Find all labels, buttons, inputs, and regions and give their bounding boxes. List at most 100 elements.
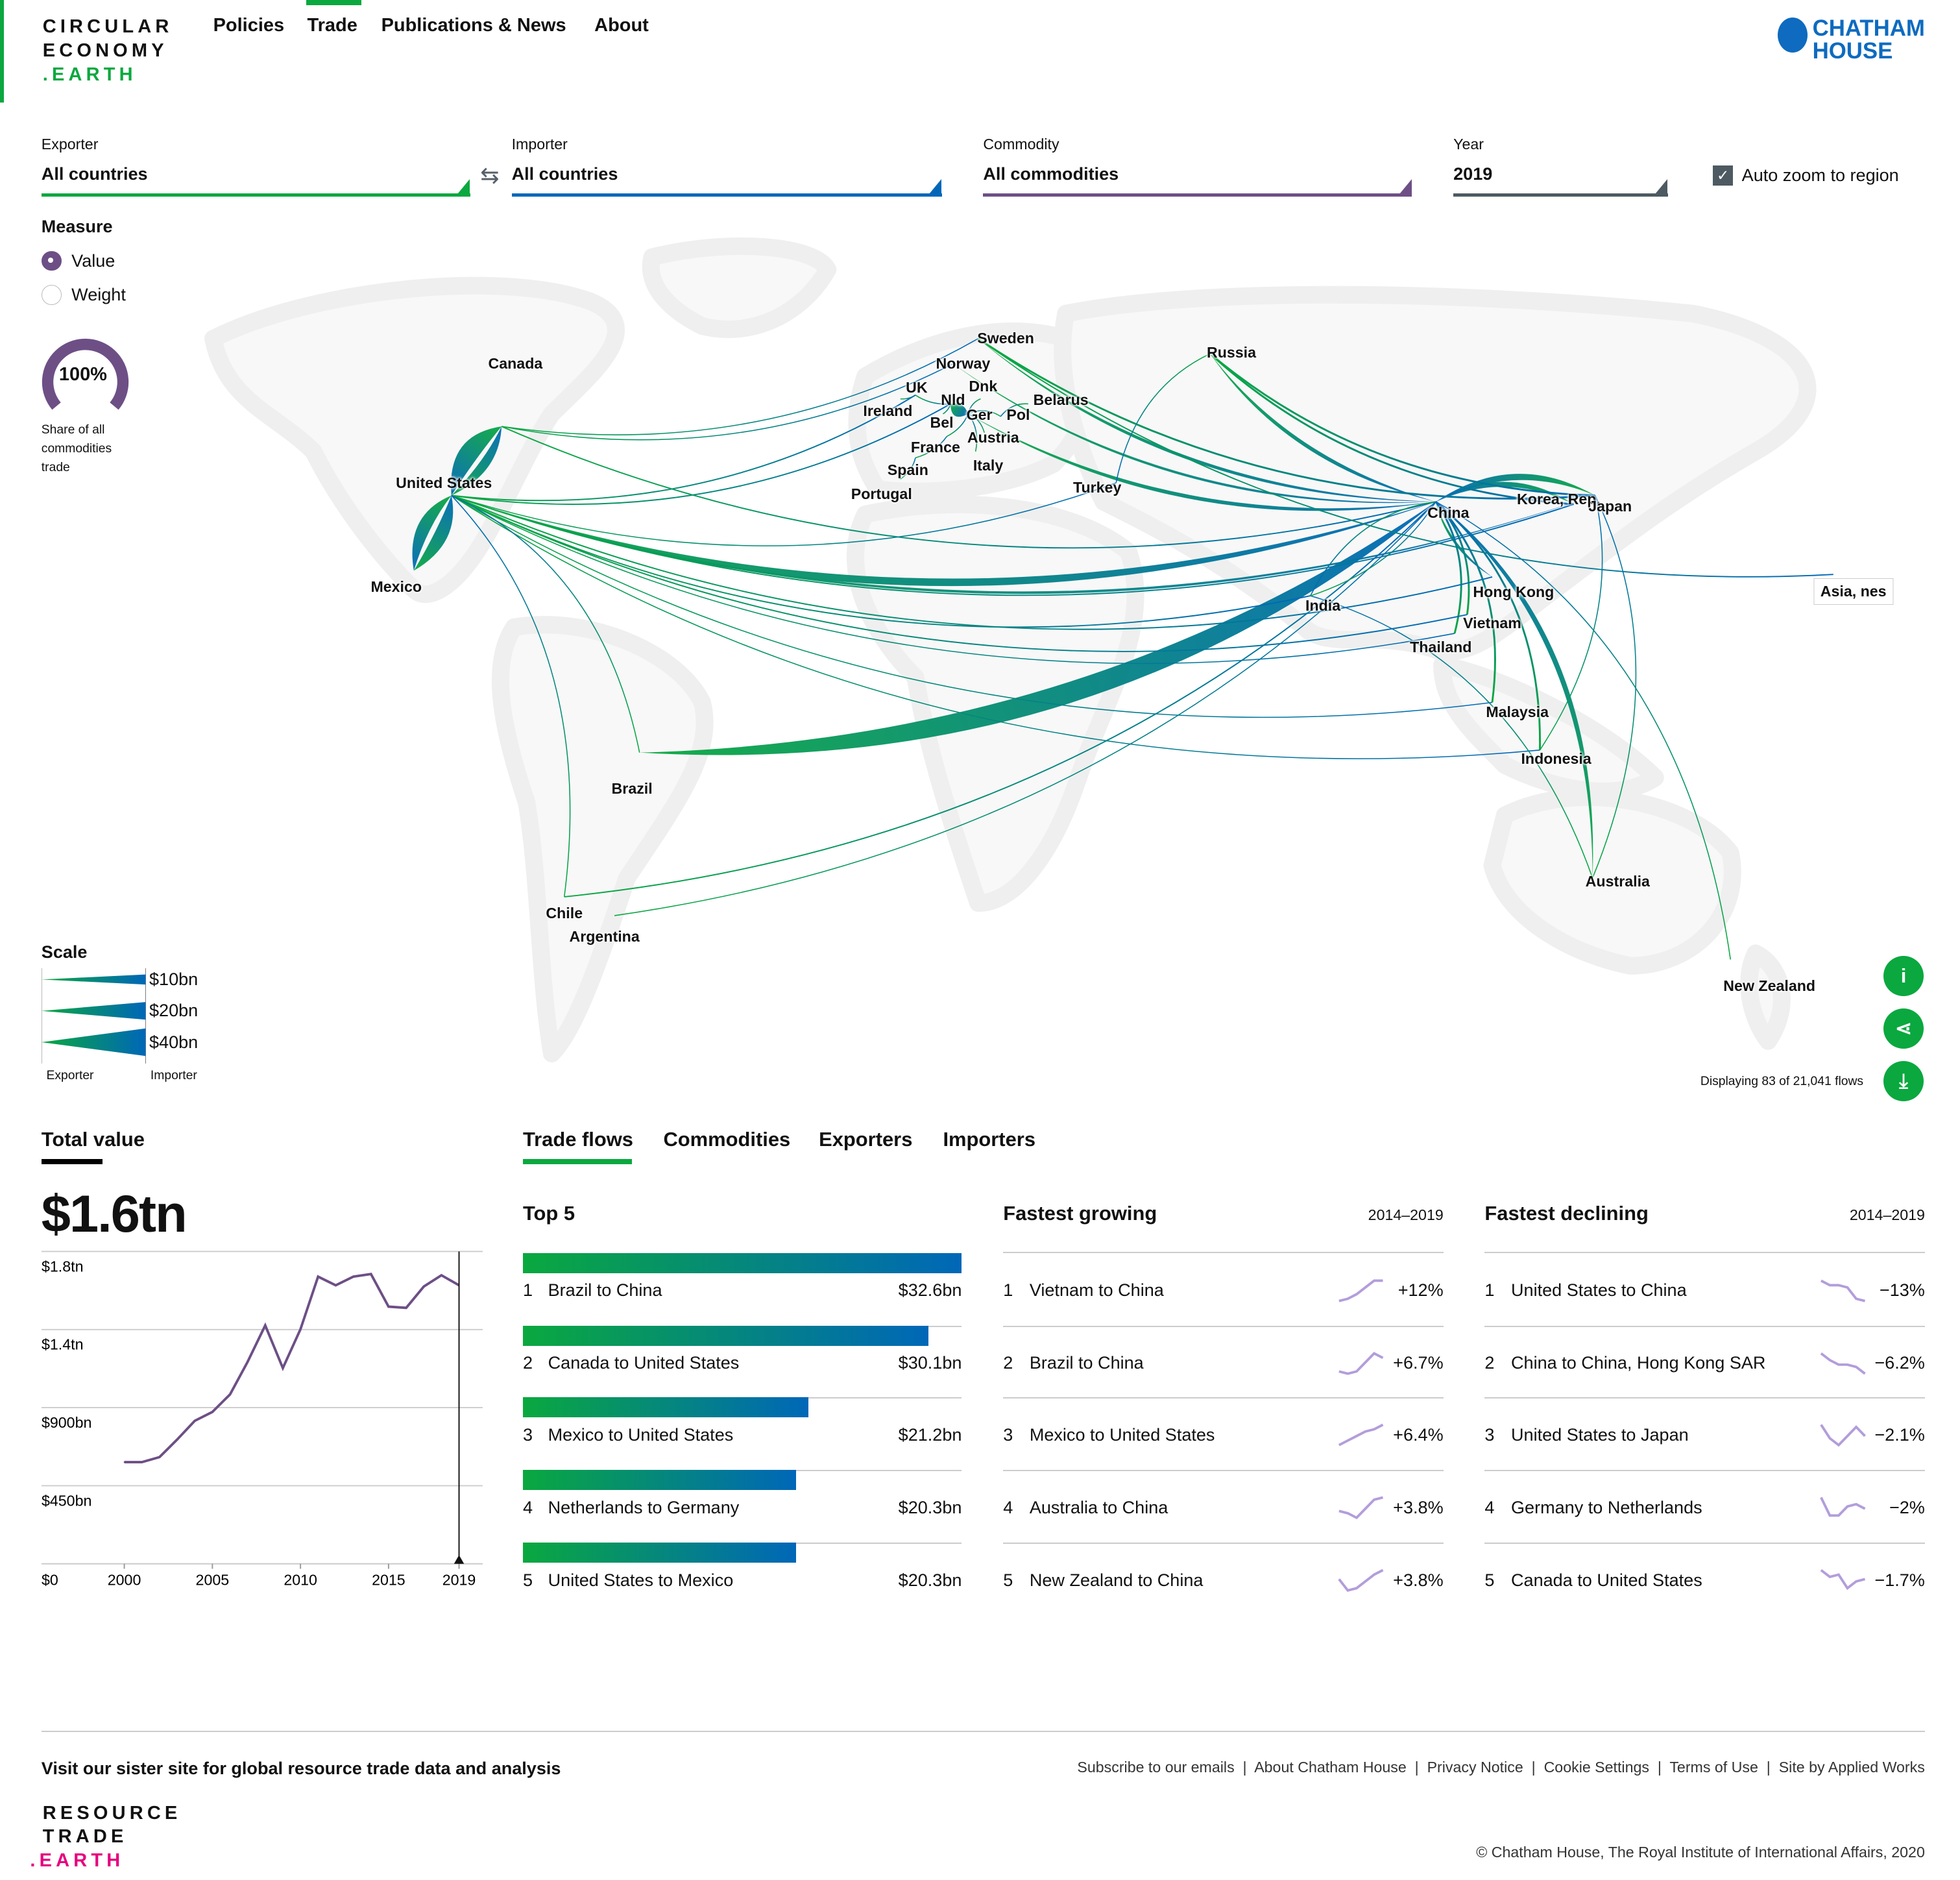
flow-line[interactable]: [1434, 501, 1462, 634]
importer-select[interactable]: All countries: [511, 164, 618, 184]
map-label[interactable]: France: [910, 439, 960, 456]
flow-line[interactable]: [967, 410, 1001, 417]
flow-band[interactable]: [451, 426, 502, 496]
radio-weight[interactable]: [41, 284, 62, 305]
auto-zoom-label[interactable]: Auto zoom to region: [1741, 165, 1899, 186]
flow-line[interactable]: [900, 395, 916, 400]
map-label[interactable]: Malaysia: [1486, 703, 1549, 721]
footer-link[interactable]: Terms of Use: [1669, 1758, 1758, 1776]
nav-trade[interactable]: Trade: [307, 15, 357, 36]
trade-flow-map[interactable]: [0, 0, 1960, 1104]
flow-name[interactable]: United States to China: [1511, 1280, 1687, 1300]
flow-name[interactable]: United States to Mexico: [548, 1570, 734, 1590]
share-button[interactable]: ⋖: [1883, 1008, 1924, 1049]
map-label[interactable]: India: [1305, 597, 1341, 614]
tab-exporters[interactable]: Exporters: [819, 1127, 913, 1151]
flow-band[interactable]: [412, 495, 452, 571]
nav-about[interactable]: About: [594, 15, 649, 36]
flow-name[interactable]: Mexico to United States: [548, 1424, 734, 1445]
flow-name[interactable]: Mexico to United States: [1029, 1424, 1215, 1445]
flow-line[interactable]: [900, 458, 916, 480]
flow-line[interactable]: [915, 395, 951, 405]
flow-band[interactable]: [451, 495, 1595, 594]
flow-line[interactable]: [977, 337, 1595, 500]
flow-line[interactable]: [451, 494, 1493, 718]
flow-line[interactable]: [1435, 501, 1541, 750]
map-label[interactable]: Austria: [967, 429, 1019, 446]
footer-link[interactable]: Site by Applied Works: [1778, 1758, 1925, 1776]
footer-link[interactable]: Cookie Settings: [1543, 1758, 1649, 1776]
flow-band[interactable]: [451, 495, 1436, 587]
map-label[interactable]: Mexico: [370, 578, 422, 596]
map-label[interactable]: Portugal: [851, 485, 912, 502]
map-label[interactable]: Chile: [546, 904, 583, 922]
download-button[interactable]: ⤓: [1883, 1061, 1924, 1101]
flow-band[interactable]: [639, 502, 1436, 755]
flow-name[interactable]: Germany to Netherlands: [1511, 1497, 1702, 1517]
map-label[interactable]: Norway: [936, 354, 991, 372]
footer-link[interactable]: Subscribe to our emails: [1077, 1758, 1235, 1776]
tab-trade-flows[interactable]: Trade flows: [522, 1127, 633, 1151]
flow-line[interactable]: [451, 494, 1574, 596]
map-label[interactable]: Spain: [887, 461, 928, 479]
flow-line[interactable]: [451, 494, 1540, 759]
map-label[interactable]: Hong Kong: [1473, 583, 1555, 600]
flow-band[interactable]: [1436, 474, 1595, 502]
flow-line[interactable]: [564, 501, 1436, 897]
flow-line[interactable]: [451, 494, 1311, 628]
flow-line[interactable]: [1310, 501, 1436, 596]
flow-line[interactable]: [1539, 495, 1603, 751]
flow-name[interactable]: Netherlands to Germany: [548, 1497, 740, 1517]
flow-band[interactable]: [950, 403, 969, 417]
map-label[interactable]: Pol: [1006, 406, 1030, 424]
tab-importers[interactable]: Importers: [943, 1127, 1036, 1151]
flow-line[interactable]: [946, 413, 969, 437]
map-label[interactable]: Asia, nes: [1813, 578, 1894, 605]
footer-link[interactable]: About Chatham House: [1254, 1758, 1407, 1776]
flow-line[interactable]: [451, 494, 1493, 630]
flow-line[interactable]: [1209, 352, 1574, 506]
map-label[interactable]: Brazil: [611, 780, 653, 798]
flow-line[interactable]: [1000, 403, 1028, 417]
map-label[interactable]: Belarus: [1033, 391, 1089, 409]
year-handle-icon[interactable]: [454, 1555, 465, 1565]
site-logo[interactable]: CIRCULAR ECONOMY .EARTH: [43, 15, 173, 86]
flow-name[interactable]: Australia to China: [1029, 1497, 1168, 1517]
flow-line[interactable]: [501, 363, 954, 441]
tab-commodities[interactable]: Commodities: [663, 1127, 791, 1151]
flow-line[interactable]: [978, 338, 1833, 578]
flow-line[interactable]: [451, 494, 1455, 665]
flow-line[interactable]: [1209, 352, 1595, 496]
radio-weight-label[interactable]: Weight: [71, 284, 126, 304]
flow-line[interactable]: [1435, 501, 1732, 960]
swap-icon[interactable]: ⇆: [480, 164, 500, 189]
map-label[interactable]: Ger: [966, 406, 993, 424]
flow-line[interactable]: [614, 501, 1436, 916]
flow-line[interactable]: [451, 494, 571, 897]
flow-line[interactable]: [451, 403, 951, 506]
flow-name[interactable]: Brazil to China: [548, 1280, 662, 1300]
map-label[interactable]: Thailand: [1410, 638, 1472, 655]
map-label[interactable]: UK: [906, 378, 928, 396]
chatham-house-logo[interactable]: CHATHAM HOUSE: [1777, 18, 1925, 63]
radio-value[interactable]: [41, 250, 62, 271]
nav-publications-news[interactable]: Publications & News: [381, 15, 566, 36]
commodity-select[interactable]: All commodities: [983, 164, 1119, 184]
map-label[interactable]: Nld: [941, 391, 965, 409]
footer-link[interactable]: Privacy Notice: [1427, 1758, 1523, 1776]
flow-line[interactable]: [967, 413, 978, 452]
map-label[interactable]: Sweden: [977, 330, 1034, 347]
flow-line[interactable]: [1115, 353, 1211, 483]
flow-name[interactable]: United States to Japan: [1511, 1424, 1689, 1445]
map-label[interactable]: Bel: [930, 413, 954, 431]
flow-line[interactable]: [501, 426, 1436, 549]
flow-line[interactable]: [1310, 595, 1593, 879]
auto-zoom-checkbox[interactable]: ✓: [1713, 165, 1734, 186]
map-label[interactable]: Vietnam: [1463, 615, 1521, 632]
map-label[interactable]: Argentina: [569, 928, 640, 946]
map-label[interactable]: Japan: [1588, 498, 1632, 515]
flow-line[interactable]: [943, 404, 951, 415]
info-button[interactable]: i: [1883, 955, 1924, 996]
flow-name[interactable]: China to China, Hong Kong SAR: [1511, 1353, 1766, 1373]
map-label[interactable]: Italy: [973, 456, 1004, 474]
